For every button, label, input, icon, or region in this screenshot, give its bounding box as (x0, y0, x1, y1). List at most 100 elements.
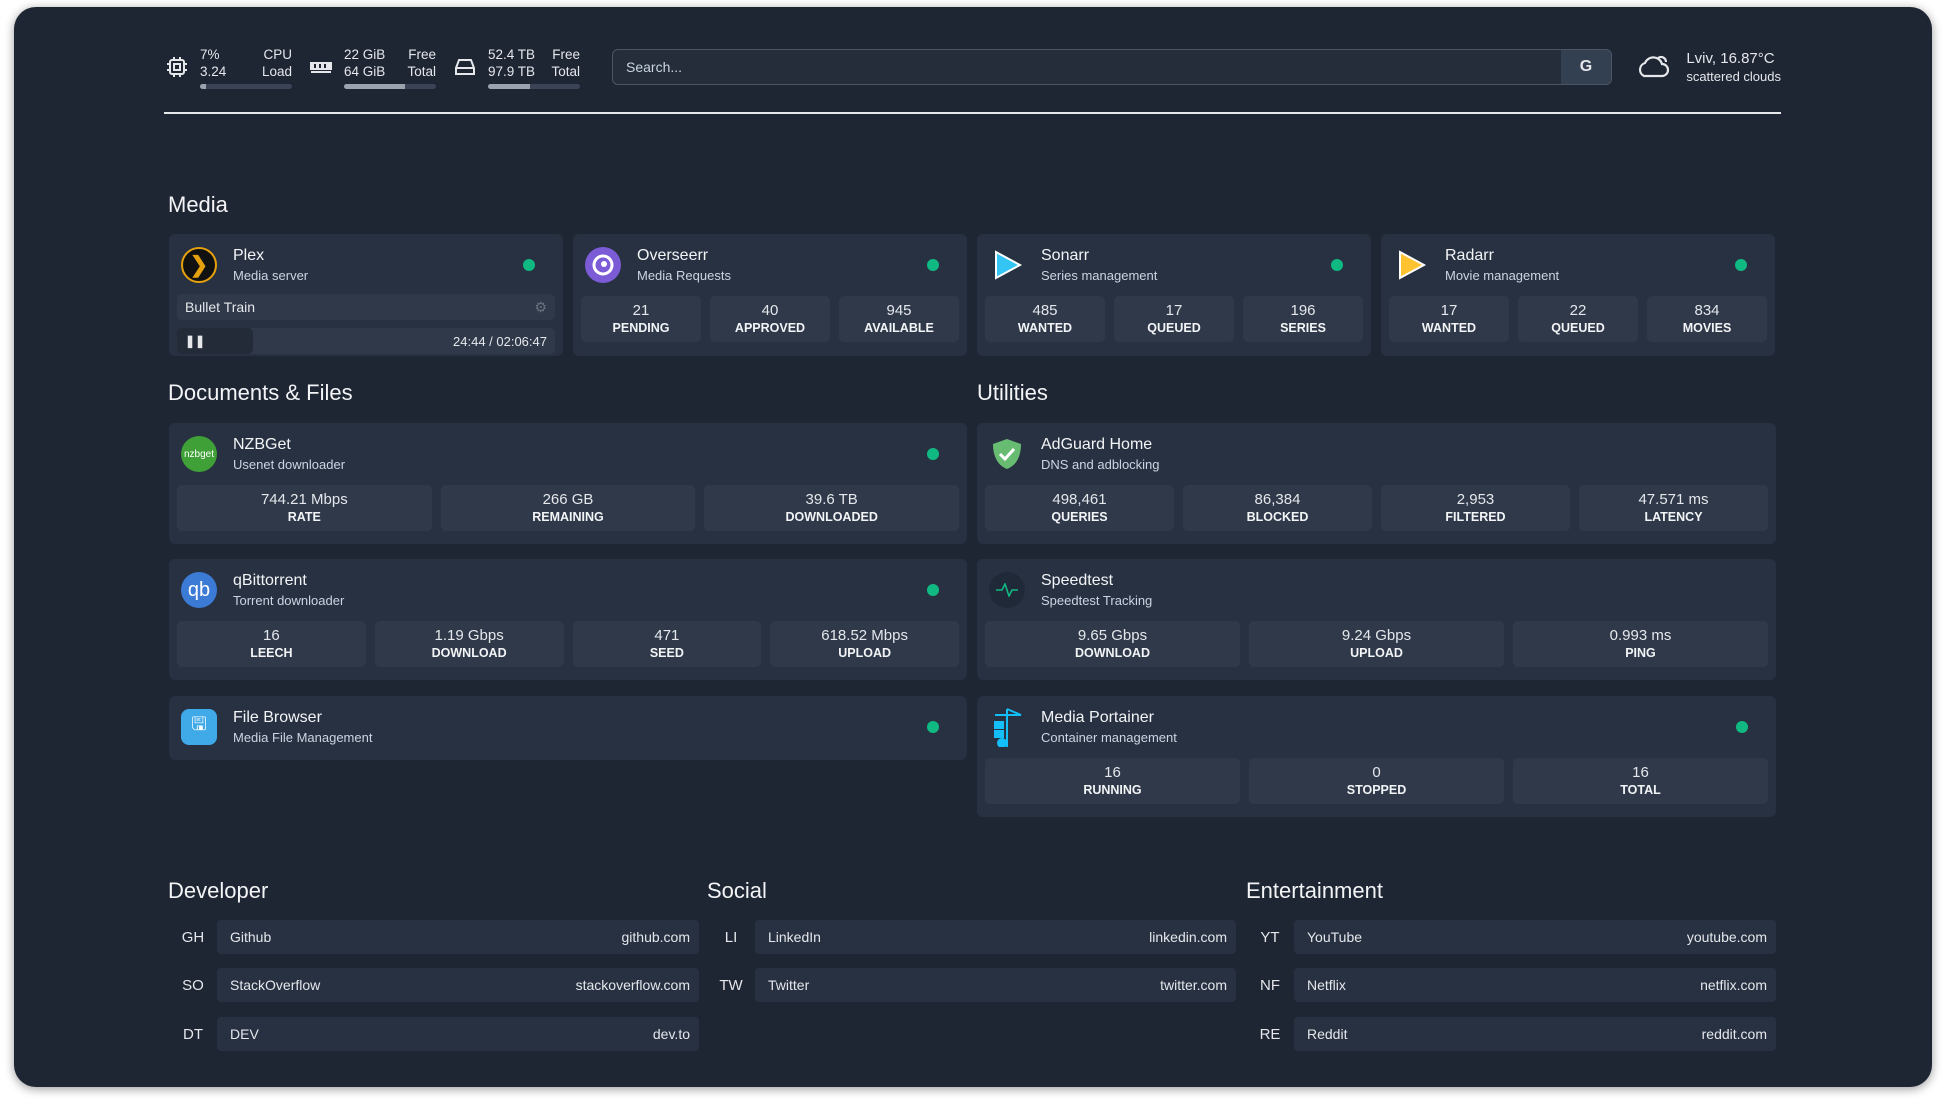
stat-queued: 17 QUEUED (1114, 296, 1234, 342)
stat-label: SERIES (1280, 321, 1326, 335)
file-browser-card[interactable]: 🖫 File Browser Media File Management (169, 696, 967, 760)
stat-value: 22 (1569, 302, 1587, 319)
service-name: File Browser (233, 709, 322, 726)
bookmark-link[interactable]: DEV dev.to (217, 1017, 699, 1051)
playback-time: 24:44 / 02:06:47 (453, 333, 547, 349)
weather-widget: Lviv, 16.87°C scattered clouds (1636, 50, 1781, 84)
bookmark-link[interactable]: Netflix netflix.com (1294, 968, 1776, 1002)
stat-latency: 47.571 ms LATENCY (1579, 485, 1768, 531)
service-desc: Media File Management (233, 730, 373, 745)
stat-queued: 22 QUEUED (1518, 296, 1638, 342)
bookmark-link[interactable]: Github github.com (217, 920, 699, 954)
status-dot (523, 259, 535, 271)
bookmark-link[interactable]: LinkedIn linkedin.com (755, 920, 1236, 954)
bookmark-twitter[interactable]: TW Twitter twitter.com (707, 968, 1236, 1002)
adguard-home-card[interactable]: AdGuard Home DNS and adblocking 498,461 QUE… (977, 423, 1776, 544)
service-name: AdGuard Home (1041, 436, 1153, 453)
stat-running: 16 RUNNING (985, 758, 1240, 804)
media-portainer-card[interactable]: Media Portainer Container management 16 RUN… (977, 696, 1776, 817)
memory-bar (344, 83, 436, 89)
section-social: Social (707, 878, 767, 903)
stat-movies: 834 MOVIES (1647, 296, 1767, 342)
radarr-card[interactable]: Radarr Movie management 17 WANTED 22 QUEUED 83… (1381, 234, 1775, 356)
cpu-usage: 7% (200, 46, 220, 62)
bookmark-stackoverflow[interactable]: SO StackOverflow stackoverflow.com (169, 968, 699, 1002)
section-documents: Documents & Files (168, 380, 353, 405)
stat-label: WANTED (1017, 321, 1073, 335)
service-name: Overseerr (637, 247, 709, 264)
service-desc: Movie management (1445, 268, 1560, 283)
stat-downloaded: 39.6 TB DOWNLOADED (704, 485, 960, 531)
bookmark-abbr: DT (183, 1025, 203, 1043)
overseerr-card[interactable]: Overseerr Media Requests 21 PENDING 40 APPROV… (573, 234, 967, 356)
stat-remaining: 266 GB REMAINING (440, 485, 696, 531)
stat-value: 945 (886, 302, 912, 319)
search-input[interactable] (613, 50, 1561, 84)
service-name: qBittorrent (233, 572, 307, 589)
cpu-load: 3.24 (200, 63, 227, 79)
adguard-icon (989, 436, 1025, 472)
bookmark-link[interactable]: StackOverflow stackoverflow.com (217, 968, 699, 1002)
cpu-label: CPU (263, 46, 292, 62)
stat-label: PING (1625, 646, 1656, 660)
sonarr-icon (989, 247, 1025, 283)
speedtest-card[interactable]: Speedtest Speedtest Tracking 9.65 Gbps DOWN… (977, 559, 1776, 680)
bookmark-name: DEV (230, 1026, 259, 1042)
nzbget-icon: nzbget (181, 436, 217, 472)
bookmark-link[interactable]: Twitter twitter.com (755, 968, 1236, 1002)
plex-card[interactable]: ❯ Plex Media server Bullet Train ⚙ ❚❚ 24:44 … (169, 234, 563, 356)
disk-free: 52.4 TB (488, 46, 536, 62)
bookmark-dev[interactable]: DT DEV dev.to (169, 1017, 699, 1051)
stat-label: LEECH (250, 646, 293, 660)
pause-icon[interactable]: ❚❚ (185, 334, 206, 348)
qbittorrent-card[interactable]: qb qBittorrent Torrent downloader 16 LEECH 1.… (169, 559, 967, 680)
stat-value: 0.993 ms (1609, 627, 1672, 644)
stat-value: 1.19 Gbps (434, 627, 504, 644)
bookmark-name: StackOverflow (230, 977, 321, 993)
bookmark-name: Netflix (1307, 977, 1346, 993)
bookmark-url: twitter.com (1160, 977, 1227, 993)
bookmark-name: LinkedIn (768, 929, 821, 945)
bookmark-reddit[interactable]: RE Reddit reddit.com (1246, 1017, 1776, 1051)
bookmark-url: dev.to (652, 1026, 690, 1042)
service-desc: Series management (1041, 268, 1158, 283)
stat-label: DOWNLOADED (785, 510, 878, 524)
service-desc: DNS and adblocking (1041, 457, 1160, 472)
stat-value: 266 GB (542, 491, 594, 508)
free-label: Free (408, 46, 436, 62)
stat-value: 9.65 Gbps (1077, 627, 1148, 644)
bookmark-youtube[interactable]: YT YouTube youtube.com (1246, 920, 1776, 954)
stat-leech: 16 LEECH (177, 621, 366, 667)
nzbget-card[interactable]: nzbget NZBGet Usenet downloader 744.21 Mbps… (169, 423, 967, 544)
bookmark-netflix[interactable]: NF Netflix netflix.com (1246, 968, 1776, 1002)
bookmark-url: youtube.com (1686, 929, 1767, 945)
stat-stopped: 0 STOPPED (1249, 758, 1504, 804)
stat-label: AVAILABLE (864, 321, 934, 335)
settings-icon[interactable]: ⚙ (534, 298, 547, 315)
bookmark-link[interactable]: Reddit reddit.com (1294, 1017, 1776, 1051)
stat-label: QUEUED (1551, 321, 1605, 335)
status-dot (927, 721, 939, 733)
stat-value: 17 (1165, 302, 1183, 319)
sonarr-card[interactable]: Sonarr Series management 485 WANTED 17 QUEUED… (977, 234, 1371, 356)
free-label: Free (552, 46, 580, 62)
total-label: Total (551, 63, 580, 79)
section-utilities: Utilities (977, 380, 1048, 405)
service-desc: Container management (1041, 730, 1177, 745)
disk-widget: 52.4 TB Free 97.9 TB Total (452, 46, 580, 89)
stat-value: 471 (654, 627, 680, 644)
stat-upload: 618.52 Mbps UPLOAD (770, 621, 959, 667)
memory-widget: 22 GiB Free 64 GiB Total (308, 46, 436, 89)
service-desc: Media Requests (637, 268, 731, 283)
bookmark-github[interactable]: GH Github github.com (169, 920, 699, 954)
weather-location-temp: Lviv, 16.87°C (1686, 50, 1775, 67)
bookmark-link[interactable]: YouTube youtube.com (1294, 920, 1776, 954)
stat-approved: 40 APPROVED (710, 296, 830, 342)
google-search-button[interactable]: G (1561, 50, 1611, 84)
file-browser-icon: 🖫 (181, 709, 217, 745)
bookmark-abbr: TW (719, 976, 743, 994)
bookmark-linkedin[interactable]: LI LinkedIn linkedin.com (707, 920, 1236, 954)
stat-upload: 9.24 Gbps UPLOAD (1249, 621, 1504, 667)
memory-free: 22 GiB (344, 46, 386, 62)
load-label: Load (261, 63, 292, 79)
